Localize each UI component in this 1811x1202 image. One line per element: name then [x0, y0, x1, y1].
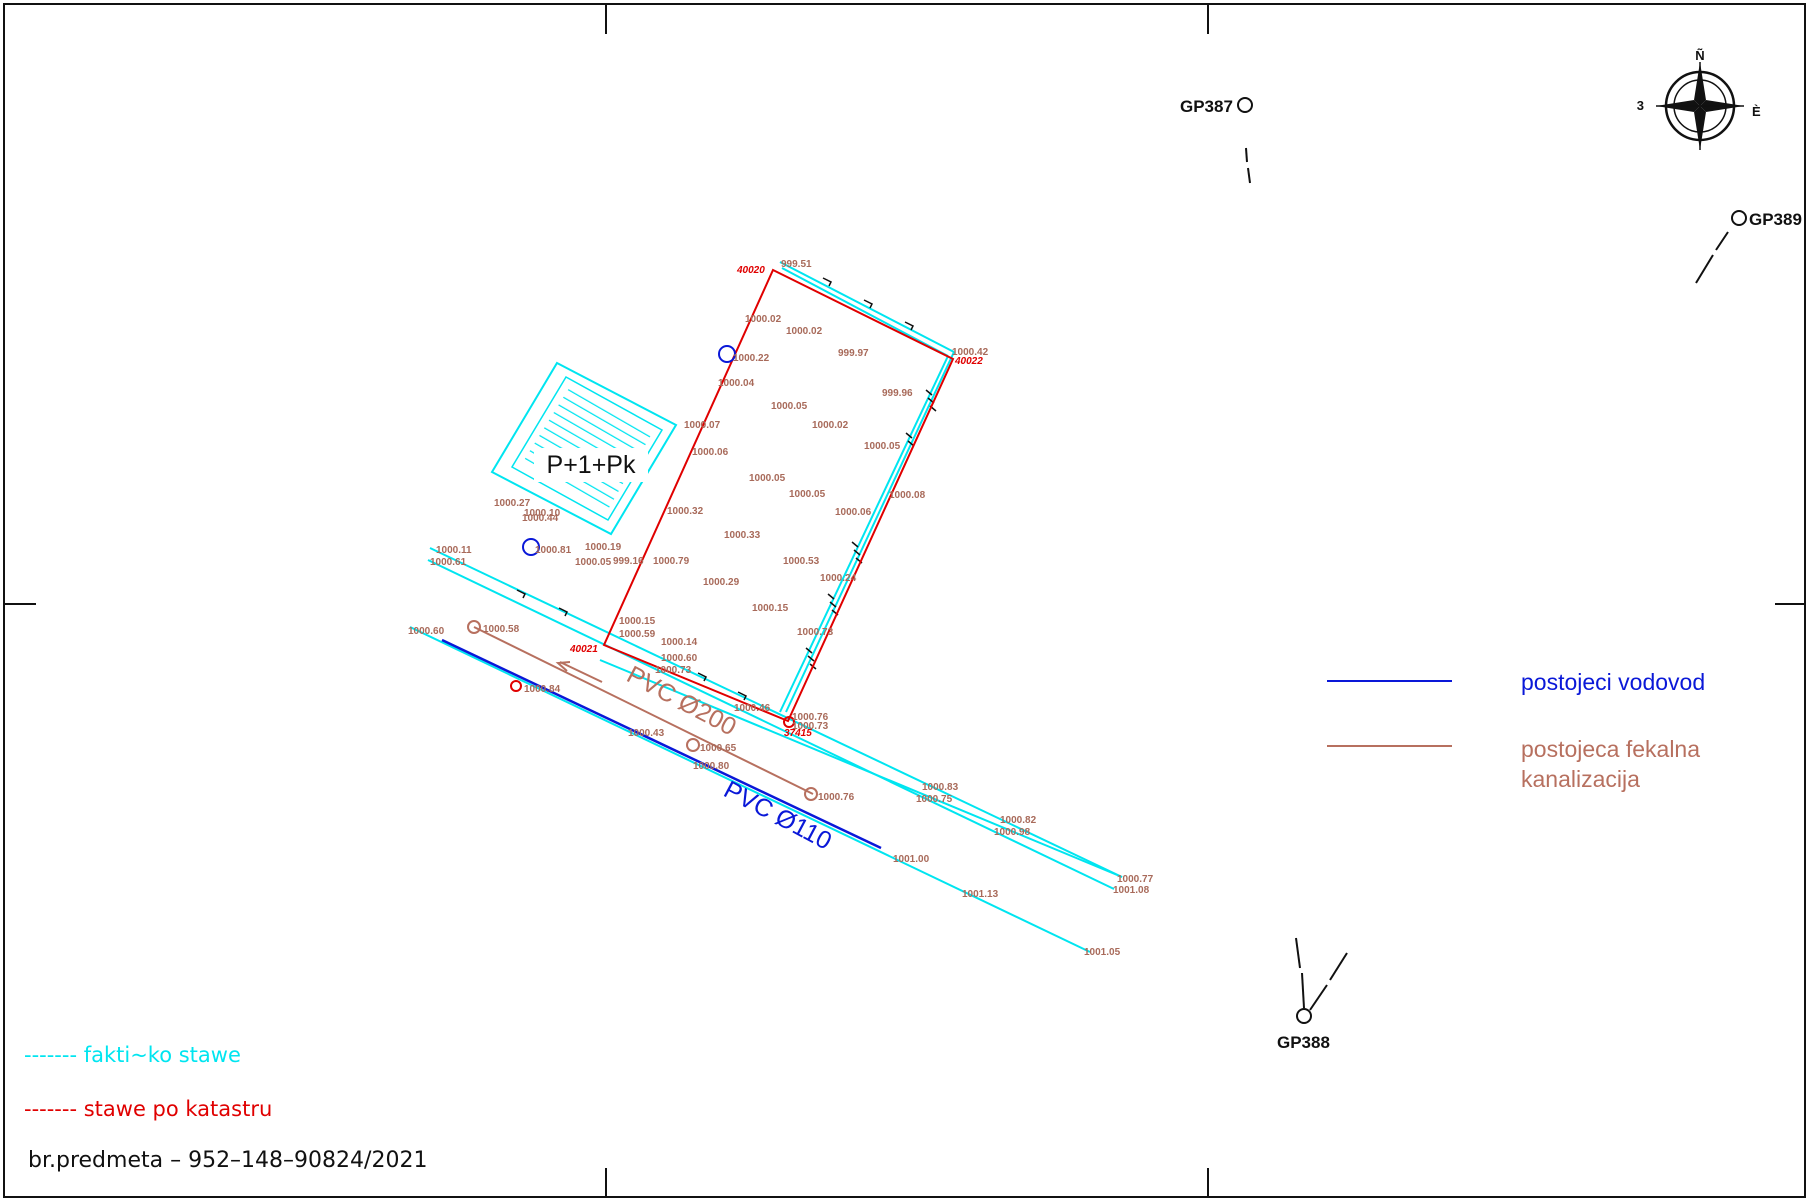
elevation-label: 1000.05: [771, 401, 808, 412]
elevation-label: 1000.58: [483, 624, 520, 635]
survey-point-label-gp388: GP388: [1277, 1033, 1330, 1052]
elevation-label: 1000.06: [835, 507, 872, 518]
elevation-label: 1000.05: [749, 473, 786, 484]
compass-west-letter: 3: [1637, 98, 1644, 113]
parcel-corner-id: 40021: [569, 644, 598, 655]
elevation-label: 1000.46: [734, 703, 771, 714]
elevation-label: 1000.73: [655, 665, 692, 676]
elevation-label: 1000.53: [783, 556, 820, 567]
survey-point-icon: [1297, 1009, 1311, 1023]
compass-north-letter: Ñ: [1695, 48, 1704, 63]
elevation-label: 1000.15: [752, 603, 789, 614]
elevation-label: 1001.05: [1084, 947, 1121, 958]
elevation-label: 999.96: [882, 388, 913, 399]
elevation-label: 1000.05: [864, 441, 901, 452]
elevation-label: 999.16: [613, 556, 644, 567]
elevation-label: 1000.60: [408, 626, 445, 637]
elevation-label: 1000.82: [1000, 815, 1037, 826]
survey-point-icon: [1732, 211, 1746, 225]
elevation-label: 1000.02: [786, 326, 823, 337]
case-number: br.predmeta – 952–148–90824/2021: [28, 1148, 427, 1173]
elevation-label: 1000.75: [916, 794, 953, 805]
building-label: P+1+Pk: [547, 451, 636, 479]
elevation-label: 1000.80: [693, 761, 730, 772]
elevation-label: 1000.11: [436, 545, 472, 556]
elevation-label: 1000.98: [994, 827, 1031, 838]
elevation-label: 1000.73: [792, 721, 829, 732]
legend-cadastre-state: ------- stawe po katastru: [24, 1097, 272, 1121]
elevation-label: 1000.32: [667, 506, 704, 517]
elevation-label: 1000.59: [619, 629, 656, 640]
elevation-label: 1001.13: [962, 889, 999, 900]
elevation-labels: 999.51 1000.02 1000.02 999.97 1000.42 10…: [408, 259, 1154, 958]
elevation-label: 1000.33: [724, 530, 761, 541]
survey-point-icon: [1238, 98, 1252, 112]
elevation-label: 1000.44: [522, 513, 559, 524]
elevation-label: 1000.02: [812, 420, 849, 431]
elevation-label: 1000.14: [661, 637, 698, 648]
legend-pipes: postojeci vodovod postojeca fekalna kana…: [1327, 669, 1705, 792]
elevation-label: 1000.79: [653, 556, 690, 567]
elevation-label: 1000.60: [661, 653, 698, 664]
elevation-label: 1000.19: [585, 542, 622, 553]
elevation-label: 1000.29: [703, 577, 740, 588]
survey-point-label-gp389: GP389: [1749, 210, 1802, 229]
elevation-label: 1000.07: [684, 420, 721, 431]
north-arrow-compass-icon: Ñ È 3: [1637, 48, 1761, 150]
water-pipe-label: PVC Ø110: [719, 776, 836, 856]
parcel-corner-id: 40020: [736, 265, 765, 276]
elevation-label: 1000.76: [818, 792, 855, 803]
elevation-label: 1000.08: [889, 490, 926, 501]
elevation-label: 1000.05: [789, 489, 826, 500]
legend-sewer-label: postojeca fekalna: [1521, 736, 1700, 762]
survey-point-label-gp387: GP387: [1180, 97, 1233, 116]
elevation-label: 1001.00: [893, 854, 930, 865]
elevation-label: 1000.84: [524, 684, 561, 695]
elevation-label: 1000.24: [820, 573, 857, 584]
legend-water-label: postojeci vodovod: [1521, 669, 1705, 695]
elevation-label: 1000.65: [700, 743, 737, 754]
elevation-label: 1000.61: [430, 557, 467, 568]
elevation-label: 1000.04: [718, 378, 755, 389]
elevation-label: 1000.43: [628, 728, 665, 739]
elevation-label: 999.97: [838, 348, 869, 359]
elevation-label: 999.51: [781, 259, 812, 270]
frame-ticks: [4, 4, 1805, 1197]
legend-actual-state: ------- fakti~ko stawe: [24, 1043, 241, 1067]
map-frame: [4, 4, 1805, 1197]
elevation-label: 1000.06: [692, 447, 729, 458]
elevation-label: 1000.77: [1117, 874, 1154, 885]
elevation-label: 1001.08: [1113, 885, 1150, 896]
compass-east-letter: È: [1752, 104, 1761, 119]
elevation-label: 1000.05: [575, 557, 612, 568]
elevation-label: 1000.83: [922, 782, 959, 793]
manhole-icon: [687, 739, 699, 751]
elevation-label: 1000.73: [797, 627, 834, 638]
elevation-label: 1000.42: [952, 347, 989, 358]
elevation-label: 1000.15: [619, 616, 656, 627]
elevation-label: 1000.22: [733, 353, 770, 364]
elevation-label: 1000.81: [535, 545, 572, 556]
legend-sewer-label-2: kanalizacija: [1521, 766, 1640, 792]
elevation-label: 1000.02: [745, 314, 782, 325]
hydrant-icon: [511, 681, 521, 691]
